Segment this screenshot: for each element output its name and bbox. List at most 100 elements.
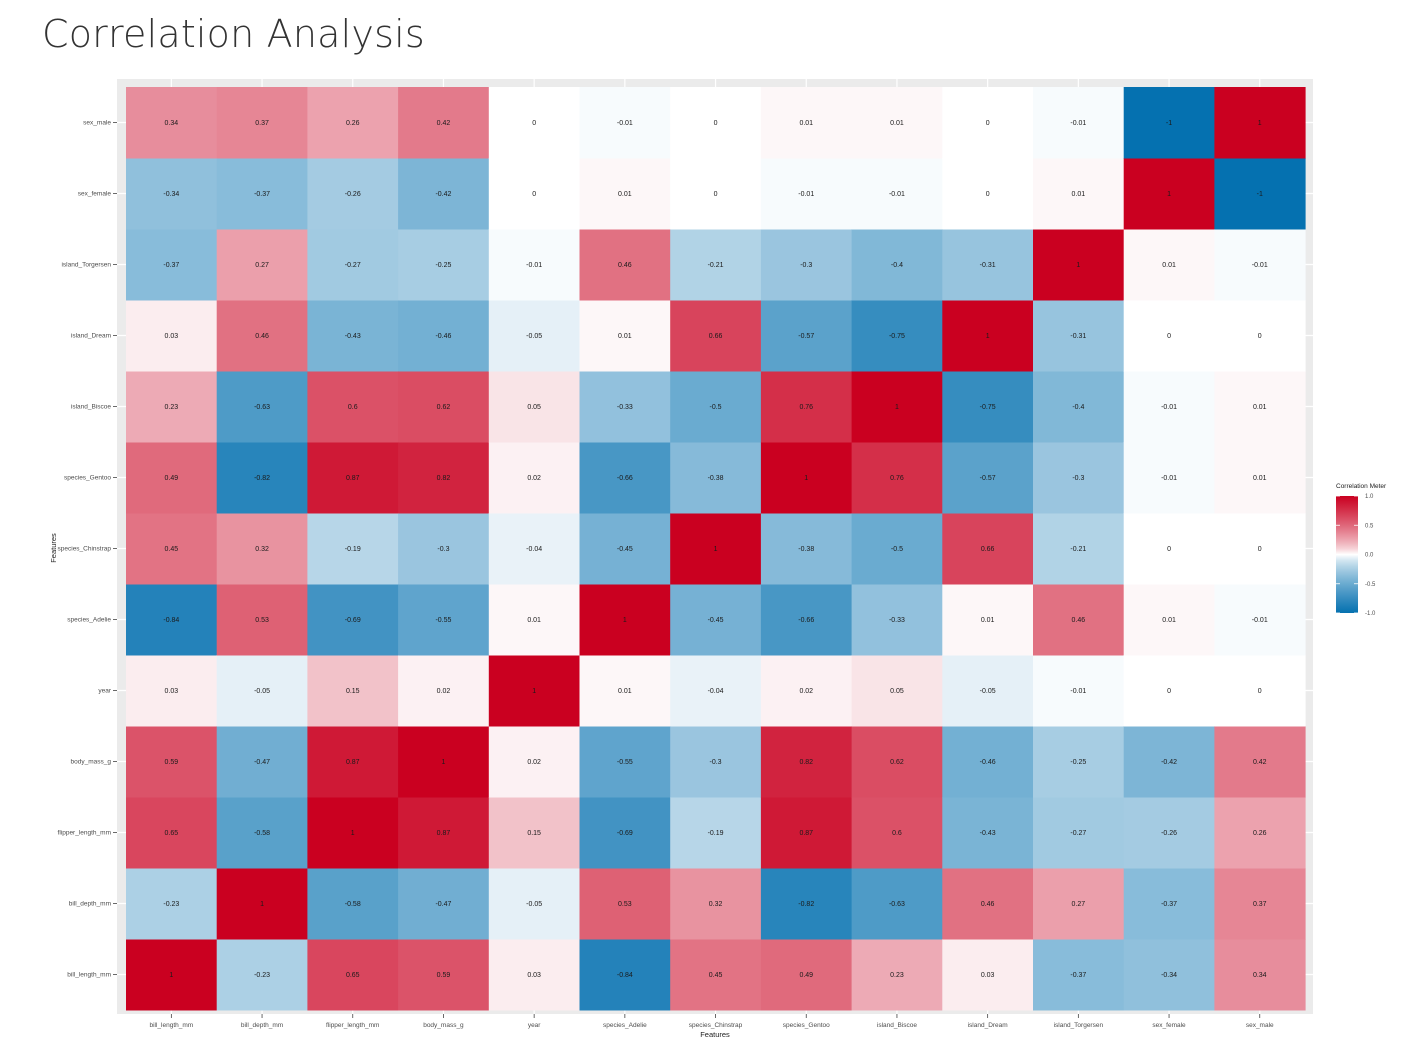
cell-value-label: 0.87 — [799, 830, 813, 837]
heatmap-cell — [670, 726, 762, 798]
cell-value-label: -0.4 — [891, 262, 903, 269]
cell-value-label: 0.02 — [437, 688, 451, 695]
y-tick-label: species_Gentoo — [64, 475, 111, 482]
cell-value-label: -0.33 — [617, 404, 633, 411]
heatmap-cell — [579, 655, 671, 727]
cell-value-label: -0.01 — [798, 191, 814, 198]
cell-value-label: 0.46 — [618, 262, 632, 269]
heatmap-cell — [398, 158, 490, 230]
heatmap-cell — [1214, 726, 1306, 798]
cell-value-label: 0.03 — [165, 688, 179, 695]
cell-value-label: 0.87 — [437, 830, 451, 837]
cell-value-label: 0.01 — [1253, 404, 1267, 411]
x-tick-label: sex_male — [1246, 1022, 1274, 1029]
heatmap-cell — [942, 655, 1034, 727]
cell-value-label: 0.76 — [890, 475, 904, 482]
cell-value-label: 0.03 — [981, 972, 995, 979]
heatmap-cell — [942, 300, 1034, 372]
heatmap-cell — [216, 584, 308, 656]
cell-value-label: 0.37 — [1253, 901, 1267, 908]
y-tick-label: island_Torgersen — [61, 262, 111, 269]
heatmap-cell — [216, 939, 308, 1011]
heatmap-cell — [579, 442, 671, 514]
cell-value-label: -0.4 — [1072, 404, 1084, 411]
heatmap-cell — [1123, 939, 1215, 1011]
heatmap-cell — [942, 371, 1034, 443]
cell-value-label: -0.47 — [435, 901, 451, 908]
cell-value-label: -0.19 — [708, 830, 724, 837]
legend-title: Correlation Meter — [1336, 483, 1387, 490]
heatmap-cell — [126, 868, 218, 940]
heatmap-cell — [216, 513, 308, 585]
legend-tick-label: 0.0 — [1365, 553, 1374, 559]
heatmap-cell — [488, 158, 580, 230]
heatmap-cell — [942, 87, 1034, 159]
cell-value-label: -0.69 — [617, 830, 633, 837]
heatmap-cell — [1214, 513, 1306, 585]
heatmap-cell — [126, 158, 218, 230]
heatmap-cell — [1033, 797, 1125, 869]
heatmap-cell — [126, 513, 218, 585]
heatmap-cell — [670, 87, 762, 159]
heatmap-cell — [307, 797, 399, 869]
heatmap-cell — [1123, 726, 1215, 798]
cell-value-label: -0.82 — [254, 475, 270, 482]
heatmap-cell — [670, 442, 762, 514]
heatmap-cell — [851, 229, 943, 301]
cell-value-label: 1 — [623, 617, 627, 624]
heatmap-cell — [851, 868, 943, 940]
cell-value-label: -0.21 — [1070, 546, 1086, 553]
cell-value-label: -0.3 — [437, 546, 449, 553]
cell-value-label: 1 — [532, 688, 536, 695]
heatmap-cell — [670, 371, 762, 443]
heatmap-cell — [760, 371, 853, 443]
cell-value-label: 0.32 — [709, 901, 723, 908]
cell-value-label: -0.34 — [1161, 972, 1177, 979]
heatmap-cell — [760, 726, 853, 798]
heatmap-cell — [398, 442, 490, 514]
heatmap-cell — [670, 158, 762, 230]
heatmap-cell — [126, 87, 218, 159]
x-tick-label: bill_length_mm — [149, 1022, 193, 1029]
cell-value-label: 0.15 — [527, 830, 541, 837]
y-tick-label: species_Adelie — [67, 617, 111, 624]
cell-value-label: -0.27 — [345, 262, 361, 269]
cell-value-label: -0.01 — [1252, 617, 1268, 624]
heatmap-cell — [851, 300, 943, 372]
heatmap-cell — [307, 300, 399, 372]
heatmap-cell — [488, 300, 580, 372]
cell-value-label: -0.57 — [798, 333, 814, 340]
heatmap-cell — [398, 87, 490, 159]
heatmap-cell — [307, 655, 399, 727]
cell-value-label: -0.01 — [526, 262, 542, 269]
heatmap-cell — [942, 868, 1034, 940]
heatmap-cell — [670, 797, 762, 869]
legend-tick-label: 1.0 — [1365, 494, 1374, 500]
heatmap-cell — [1033, 371, 1125, 443]
heatmap-cell — [126, 442, 218, 514]
heatmap-cell — [216, 797, 308, 869]
heatmap-cell — [1033, 939, 1125, 1011]
heatmap-cell — [488, 584, 580, 656]
heatmap-cell — [1123, 797, 1215, 869]
heatmap-cell — [216, 655, 308, 727]
heatmap-cell — [488, 726, 580, 798]
cell-value-label: -0.04 — [708, 688, 724, 695]
x-axis: bill_length_mm bill_depth_mm flipper_lengt… — [149, 1014, 1274, 1029]
heatmap-cell — [851, 584, 943, 656]
heatmap-cell — [670, 939, 762, 1011]
cell-value-label: 0.42 — [437, 120, 451, 127]
heatmap-cell — [1214, 229, 1306, 301]
heatmap-cell — [670, 300, 762, 372]
cell-value-label: -0.01 — [1161, 475, 1177, 482]
heatmap-cell — [488, 797, 580, 869]
cell-value-label: -0.57 — [980, 475, 996, 482]
y-tick-label: bill_length_mm — [67, 972, 111, 979]
heatmap-cell — [760, 300, 853, 372]
heatmap-cell — [307, 726, 399, 798]
y-axis: bill_length_mm bill_depth_mm flipper_lengt… — [58, 120, 117, 979]
heatmap-cell — [1214, 655, 1306, 727]
heatmap-cell — [398, 300, 490, 372]
cell-value-label: -0.38 — [798, 546, 814, 553]
cell-value-label: -0.05 — [526, 333, 542, 340]
